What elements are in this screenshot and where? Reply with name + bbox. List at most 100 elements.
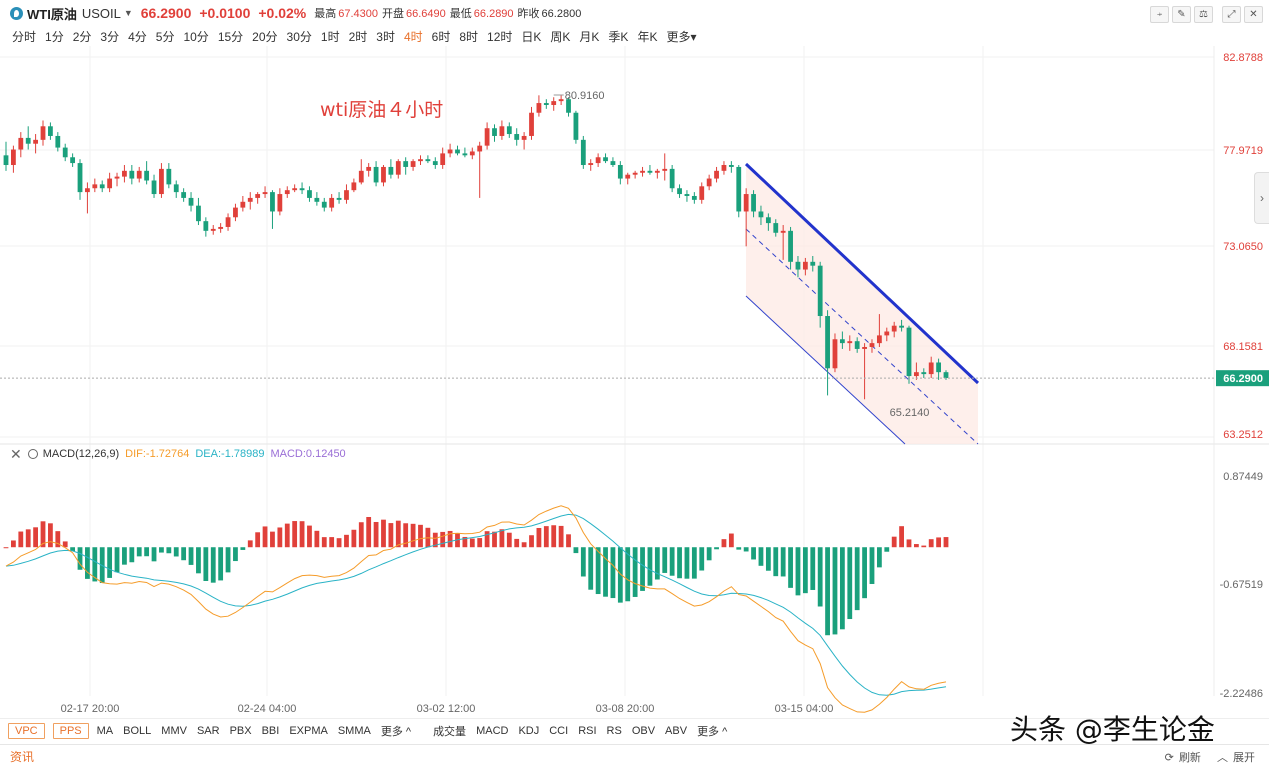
symbol-name[interactable]: WTI原油 [27, 6, 77, 22]
candle-body [395, 161, 401, 175]
macd-histogram-bar [802, 547, 808, 594]
interval-19[interactable]: 月K [579, 29, 600, 44]
candle-body [506, 126, 512, 135]
macd-histogram-bar [151, 547, 157, 562]
interval-8[interactable]: 20分 [252, 29, 278, 44]
interval-7[interactable]: 15分 [217, 29, 244, 44]
macd-axis-label: -0.67519 [1220, 579, 1263, 591]
macd-histogram-bar [499, 529, 505, 548]
macd-histogram-bar [395, 520, 401, 548]
candle-body [758, 211, 764, 218]
interval-16[interactable]: 12时 [487, 29, 513, 44]
sub-indicator-0[interactable]: 成交量 [433, 725, 467, 738]
interval-1[interactable]: 1分 [45, 29, 64, 44]
news-tab[interactable]: 资讯 [10, 749, 35, 764]
symbol-code[interactable]: USOIL [81, 5, 121, 21]
candle-body [284, 190, 290, 195]
macd-histogram-bar [699, 547, 705, 571]
quote-header: WTI原油 USOIL ▼ 66.2900 +0.0100 +0.02% 最高 6… [0, 0, 1269, 26]
sub-indicator-3[interactable]: CCI [549, 724, 569, 737]
refresh-button[interactable]: ⟳ 刷新 [1164, 752, 1201, 764]
interval-2[interactable]: 2分 [72, 29, 92, 44]
macd-histogram-bar [832, 547, 838, 635]
candle-body [336, 197, 342, 200]
macd-histogram-bar [255, 532, 261, 548]
interval-11[interactable]: 2时 [348, 29, 368, 44]
candle-body [928, 362, 934, 375]
compare-icon[interactable]: ⚖ [1194, 6, 1213, 23]
side-panel-chevron-icon[interactable]: › [1254, 172, 1269, 224]
stat-2: 最低 66.2890 [450, 8, 514, 20]
main-indicator-8[interactable]: 更多 ^ [380, 725, 412, 738]
expand-button[interactable]: ︿ 展开 [1216, 752, 1255, 764]
price-axis-label: 68.1581 [1223, 341, 1263, 353]
candle-body [884, 331, 890, 336]
main-indicator-3[interactable]: SAR [196, 724, 220, 737]
interval-20[interactable]: 季K [608, 29, 629, 44]
interval-5[interactable]: 5分 [155, 29, 175, 44]
candle-body [492, 128, 497, 136]
macd-histogram-bar [795, 547, 801, 596]
candle-body [270, 192, 275, 212]
candle-body [173, 184, 179, 193]
dif-line [5, 505, 947, 713]
main-indicator-4[interactable]: PBX [229, 724, 252, 737]
sub-indicator-1[interactable]: MACD [476, 724, 509, 737]
macd-histogram-bar [432, 532, 438, 548]
indicator-tag-vpc[interactable]: VPC [8, 722, 45, 739]
interval-18[interactable]: 周K [550, 29, 571, 44]
interval-12[interactable]: 3时 [376, 29, 395, 44]
interval-9[interactable]: 30分 [286, 29, 312, 44]
interval-3[interactable]: 3分 [100, 29, 120, 44]
sub-indicator-4[interactable]: RSI [578, 724, 597, 737]
symbol-dropdown-icon[interactable]: ▼ [123, 8, 133, 18]
settings-gear-icon[interactable] [27, 449, 38, 459]
close-icon[interactable]: ✕ [1244, 6, 1263, 23]
macd-histogram-bar [33, 527, 39, 548]
macd-histogram-bar [85, 547, 90, 579]
main-indicator-7[interactable]: SMMA [337, 724, 371, 737]
sub-indicator-2[interactable]: KDJ [518, 724, 540, 737]
interval-17[interactable]: 日K [521, 29, 542, 44]
interval-21[interactable]: 年K [637, 29, 658, 44]
candle-body [107, 178, 113, 189]
candle-body [358, 170, 364, 183]
interval-10[interactable]: 1时 [320, 29, 340, 44]
main-indicator-1[interactable]: BOLL [123, 724, 152, 737]
interval-22[interactable]: 更多▾ [666, 29, 697, 44]
candle-body [721, 165, 727, 171]
fullscreen-icon[interactable]: ⤢ [1222, 6, 1241, 23]
main-indicator-6[interactable]: EXPMA [289, 724, 328, 737]
interval-4[interactable]: 4分 [128, 29, 147, 44]
candle-body [788, 230, 793, 262]
candle-body [640, 170, 645, 173]
sub-indicator-7[interactable]: ABV [665, 724, 688, 737]
remove-indicator-icon[interactable]: ✕ [10, 445, 22, 462]
main-indicator-2[interactable]: MMV [161, 724, 187, 737]
interval-14[interactable]: 6时 [431, 29, 451, 44]
draw-icon[interactable]: ✎ [1172, 6, 1191, 23]
chart-canvas[interactable]: 82.8788 77.9719 73.0650 68.1581 63.2512 80.91… [0, 46, 1269, 718]
interval-15[interactable]: 8时 [459, 29, 479, 44]
main-indicator-5[interactable]: BBI [261, 724, 280, 737]
interval-0[interactable]: 分时 [12, 29, 37, 44]
sub-indicator-6[interactable]: OBV [631, 724, 656, 737]
macd-histogram-bar [728, 533, 734, 548]
stat-label: 开盘 [382, 8, 405, 20]
macd-histogram-bar [188, 547, 194, 565]
indicator-tag-pps[interactable]: PPS [52, 722, 89, 739]
main-indicator-0[interactable]: MA [96, 724, 114, 737]
interval-6[interactable]: 10分 [183, 29, 209, 44]
indicator-icon[interactable]: ⍆ [1150, 6, 1169, 23]
indicator-bar: VPC PPS MA BOLL MMV SAR PBX BBI EXPMA SMMA 更多 ^ 成交量… [0, 718, 1269, 742]
macd-histogram-bar [758, 547, 764, 566]
sub-indicator-8[interactable]: 更多 ^ [697, 725, 728, 738]
macd-histogram-bar [203, 547, 209, 581]
macd-name: MACD(12,26,9) [42, 448, 120, 460]
interval-13[interactable]: 4时 [403, 29, 423, 44]
macd-histogram-bar [780, 547, 786, 577]
sub-indicator-5[interactable]: RS [606, 724, 622, 737]
candle-body [529, 112, 534, 136]
candle-body [736, 166, 742, 212]
macd-histogram-bar [462, 536, 468, 548]
